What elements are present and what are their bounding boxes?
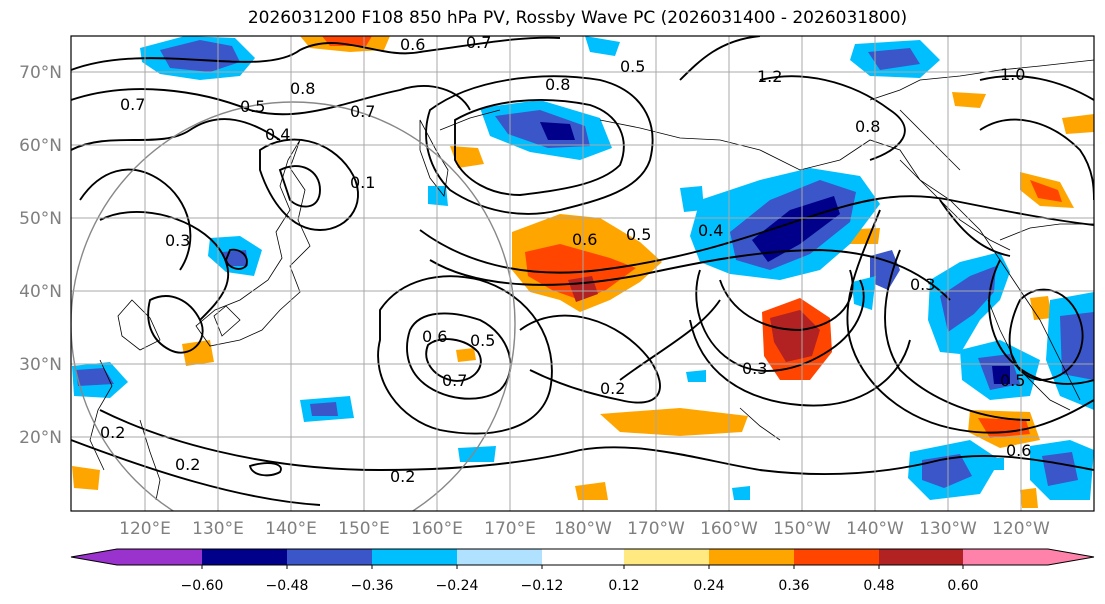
lon-label: 120°E (119, 519, 171, 539)
lon-label: 170°W (627, 519, 685, 539)
colorbar-segment (794, 549, 879, 565)
colorbar-tick: −0.48 (266, 578, 309, 594)
contour-label: 0.4 (698, 221, 723, 240)
contour-label: 0.5 (620, 57, 645, 76)
colorbar-tick: 0.36 (778, 578, 809, 594)
lat-axis: 70°N 60°N 50°N 40°N 30°N 20°N (19, 63, 62, 448)
lon-label: 150°W (773, 519, 831, 539)
contour-label: 0.5 (240, 97, 265, 116)
contour-label: 0.3 (742, 359, 767, 378)
lon-label: 160°E (411, 519, 463, 539)
lon-label: 170°E (484, 519, 536, 539)
map-frame (70, 35, 1095, 512)
lon-label: 160°W (700, 519, 758, 539)
contour-label: 0.4 (265, 125, 290, 144)
colorbar-segment (963, 549, 1048, 565)
colorbar-tick: −0.12 (521, 578, 564, 594)
contour-label: 0.3 (910, 275, 935, 294)
contour-label: 0.2 (390, 467, 415, 486)
gridlines (71, 36, 1094, 511)
colorbar-tick: −0.60 (181, 578, 224, 594)
colorbar-segment (1048, 549, 1094, 565)
lon-axis: 120°E 130°E 140°E 150°E 160°E 170°E 180°… (119, 519, 1050, 539)
contour-label: 1.2 (757, 67, 782, 86)
lat-label: 40°N (19, 282, 62, 302)
contour-label: 0.7 (350, 102, 375, 121)
colorbar-segment (624, 549, 709, 565)
lat-label: 50°N (19, 209, 62, 229)
colorbar: −0.60 −0.48 −0.36 −0.24 −0.12 0.12 0.24 … (70, 548, 1095, 594)
contour-label: 0.6 (400, 35, 425, 54)
colorbar-segment (879, 549, 963, 565)
contour-label: 0.5 (470, 331, 495, 350)
contour-label: 0.2 (175, 455, 200, 474)
colorbar-segment (709, 549, 794, 565)
contour-label: 0.1 (350, 173, 375, 192)
contour-label: 0.6 (1006, 441, 1031, 460)
lon-label: 130°W (919, 519, 977, 539)
colorbar-tick: 0.60 (947, 578, 978, 594)
contour-label: 0.8 (290, 79, 315, 98)
lat-label: 70°N (19, 63, 62, 83)
colorbar-segment (287, 549, 372, 565)
contour-label: 0.7 (442, 371, 467, 390)
colorbar-segment (202, 549, 287, 565)
contour-label: 0.5 (1000, 371, 1025, 390)
colorbar-segment (372, 549, 457, 565)
colorbar-tick: −0.36 (351, 578, 394, 594)
lon-label: 120°W (992, 519, 1050, 539)
lat-label: 30°N (19, 355, 62, 375)
map-title: 2026031200 F108 850 hPa PV, Rossby Wave … (247, 8, 908, 28)
contour-labels: 0.6 0.7 0.5 1.2 1.0 0.8 0.7 0.5 0.4 0.1 … (100, 33, 1031, 486)
lon-label: 140°E (265, 519, 317, 539)
colorbar-segment (457, 549, 542, 565)
colorbar-segment (542, 549, 624, 565)
contour-label: 0.3 (165, 231, 190, 250)
pv-contours (71, 36, 1094, 506)
lon-label: 180°W (554, 519, 612, 539)
contour-label: 0.5 (626, 225, 651, 244)
contour-label: 0.7 (466, 33, 491, 52)
contour-label: 0.6 (422, 327, 447, 346)
colorbar-segment (71, 549, 117, 565)
contour-label: 0.8 (545, 75, 570, 94)
lon-label: 130°E (192, 519, 244, 539)
colorbar-tick: −0.24 (436, 578, 479, 594)
contour-label: 0.6 (572, 230, 597, 249)
contour-label: 0.2 (100, 423, 125, 442)
contour-label: 0.2 (600, 379, 625, 398)
colorbar-tick: 0.12 (608, 578, 639, 594)
lon-label: 150°E (338, 519, 390, 539)
lon-label: 140°W (846, 519, 904, 539)
domain-circle (71, 101, 516, 511)
colorbar-tick: 0.24 (693, 578, 724, 594)
colorbar-tick: 0.48 (863, 578, 894, 594)
contour-label: 1.0 (1000, 65, 1025, 84)
contour-label: 0.7 (120, 95, 145, 114)
contour-label: 0.8 (855, 117, 880, 136)
lat-label: 60°N (19, 136, 62, 156)
lat-label: 20°N (19, 428, 62, 448)
